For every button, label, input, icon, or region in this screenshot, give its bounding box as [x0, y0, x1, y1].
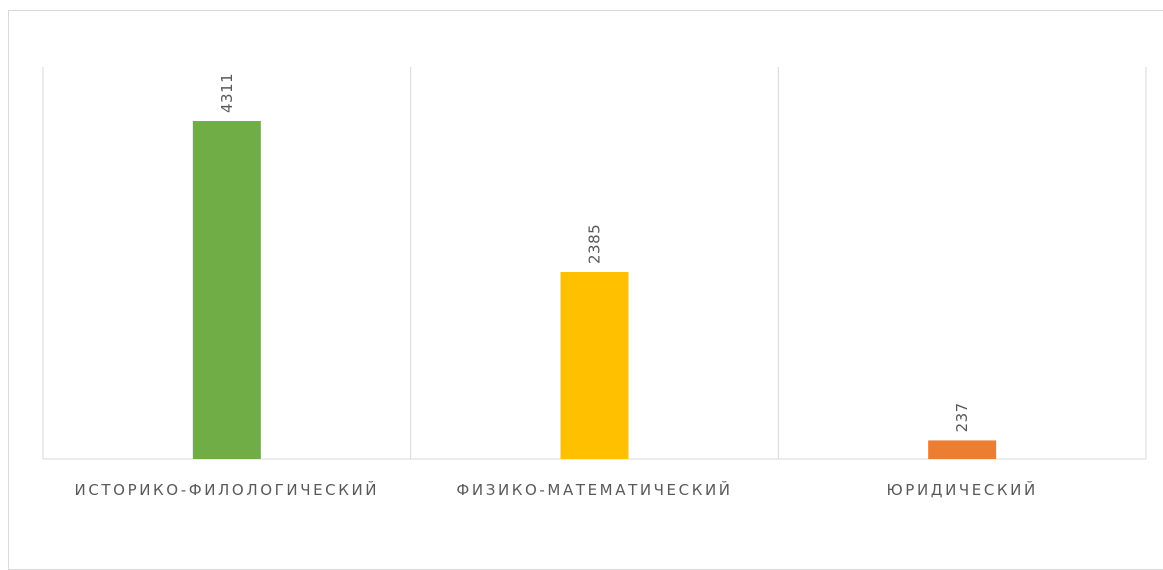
- category-separators: [42, 67, 1147, 459]
- category-labels-group: ИСТОРИКО-ФИЛОЛОГИЧЕСКИЙ ФИЗИКО-МАТЕМАТИЧЕ…: [75, 480, 1038, 499]
- bar: [928, 440, 997, 459]
- category-label: ЮРИДИЧЕСКИЙ: [887, 480, 1038, 499]
- data-label: 2385: [586, 224, 604, 264]
- bar: [192, 121, 261, 459]
- bar: [560, 272, 629, 459]
- category-label: ИСТОРИКО-ФИЛОЛОГИЧЕСКИЙ: [75, 480, 380, 499]
- bar-chart: 4311 2385 237 ИСТОРИКО-ФИЛОЛОГИЧЕСКИЙ ФИЗИК…: [42, 67, 1147, 499]
- data-label: 237: [953, 402, 971, 432]
- bars-group: [192, 121, 997, 459]
- category-label: ФИЗИКО-МАТЕМАТИЧЕСКИЙ: [456, 480, 732, 499]
- data-labels-group: 4311 2385 237: [218, 73, 971, 433]
- data-label: 4311: [218, 73, 236, 113]
